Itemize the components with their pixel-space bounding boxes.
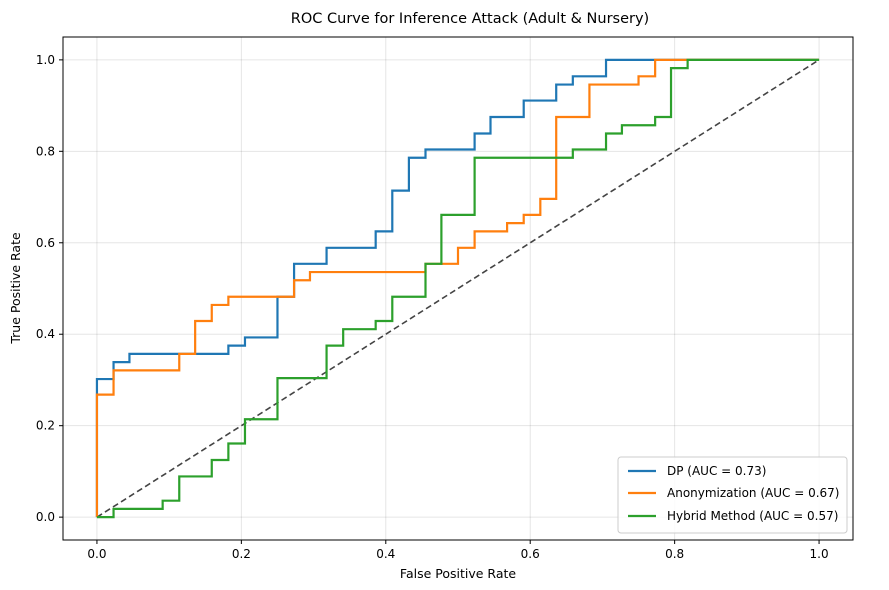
legend: DP (AUC = 0.73) Anonymization (AUC = 0.6… — [617, 456, 848, 534]
series-line-anonymization — [95, 58, 820, 518]
x-axis: 0.0 0.2 0.4 0.6 0.8 1.0 — [87, 540, 829, 561]
y-axis-label: True Positive Rate — [8, 232, 23, 345]
x-tick-label: 0.4 — [376, 547, 395, 561]
chance-diagonal-line — [96, 59, 820, 518]
x-tick-label: 0.8 — [665, 547, 684, 561]
plot-lines — [95, 58, 820, 519]
y-tick-label: 0.2 — [36, 419, 55, 433]
y-tick-label: 0.4 — [36, 327, 55, 341]
y-tick-label: 0.0 — [36, 510, 55, 524]
legend-label-dp: DP (AUC = 0.73) — [667, 464, 766, 478]
series-line-hybrid — [96, 58, 820, 519]
x-tick-label: 1.0 — [810, 547, 829, 561]
x-tick-label: 0.6 — [521, 547, 540, 561]
x-tick-label: 0.0 — [87, 547, 106, 561]
y-axis: 0.0 0.2 0.4 0.6 0.8 1.0 — [36, 53, 63, 524]
y-tick-label: 1.0 — [36, 53, 55, 67]
grid — [63, 37, 853, 540]
legend-label-hybrid: Hybrid Method (AUC = 0.57) — [667, 509, 838, 523]
y-tick-label: 0.8 — [36, 144, 55, 158]
chart-title: ROC Curve for Inference Attack (Adult & … — [291, 11, 649, 27]
legend-label-anonymization: Anonymization (AUC = 0.67) — [667, 486, 839, 500]
x-tick-label: 0.2 — [232, 547, 251, 561]
plot-frame — [62, 36, 854, 541]
x-axis-label: False Positive Rate — [400, 566, 516, 581]
series-line-dp — [95, 58, 820, 518]
legend-box — [617, 456, 848, 534]
y-tick-label: 0.6 — [36, 236, 55, 250]
